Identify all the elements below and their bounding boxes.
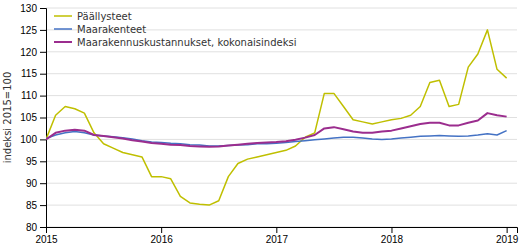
tick-mark (40, 183, 46, 184)
lines (46, 30, 507, 205)
tick: 2019 (496, 227, 519, 245)
tick-mark (40, 30, 46, 31)
legend-swatch (54, 41, 72, 43)
grid-line (46, 73, 517, 74)
legend-swatch (54, 15, 72, 17)
plot: 2015 2016 2017 2018 2019 80 85 90 95 100 105 110 115… (2, 3, 519, 245)
tick: 85 (26, 200, 46, 211)
tick-label: 2018 (381, 234, 404, 245)
tick-mark (40, 118, 46, 119)
legend-item: Maarakennuskustannukset, kokonaisindeksi (54, 37, 296, 48)
tick: 80 (26, 222, 46, 233)
axis-line (40, 9, 47, 228)
tick: 100 (20, 134, 46, 145)
chart: 2015 2016 2017 2018 2019 80 85 90 95 100 105 110 115… (0, 0, 529, 249)
tick-mark (40, 139, 46, 140)
tick: 130 (20, 3, 46, 14)
legend-swatch (54, 28, 72, 30)
legend-label: Päällysteet (77, 11, 132, 22)
tick-mark (40, 227, 46, 228)
tick-mark (161, 227, 162, 233)
grid-line (46, 183, 517, 184)
legend-item: Päällysteet (54, 11, 132, 22)
tick-label: 115 (21, 68, 37, 79)
tick-mark (40, 161, 46, 162)
legend: Päällysteet Maarakenteet Maarakennuskustan… (54, 11, 296, 48)
tick-label: 95 (26, 156, 38, 167)
axis-line (47, 228, 518, 234)
tick-label: 2017 (266, 234, 289, 245)
series-line (46, 30, 507, 205)
tick-mark (40, 8, 46, 9)
tick-label: 90 (26, 178, 38, 189)
tick-mark (40, 52, 46, 53)
tick: 110 (21, 90, 46, 101)
grid-line (46, 139, 517, 140)
tick-label: 80 (26, 222, 38, 233)
tick-mark (276, 227, 277, 233)
legend-label: Maarakenteet (77, 24, 146, 35)
tick-label: 125 (20, 25, 37, 36)
tick-label: 2015 (35, 234, 58, 245)
tick: 2018 (381, 227, 404, 245)
grid-line (46, 117, 517, 118)
grid-line (46, 205, 517, 206)
y-axis-title: indeksi 2015=100 (2, 72, 13, 164)
legend-label: Maarakennuskustannukset, kokonaisindeksi (77, 37, 296, 48)
tick-mark (40, 205, 46, 206)
tick: 125 (20, 25, 46, 36)
grid-line (46, 161, 517, 162)
grid-line (46, 51, 517, 52)
tick: 120 (20, 47, 46, 58)
tick-label: 105 (20, 112, 37, 123)
tick-label: 2019 (496, 234, 519, 245)
tick-mark (507, 227, 508, 233)
tick: 105 (20, 112, 46, 123)
tick-mark (40, 74, 46, 75)
tick: 2017 (266, 227, 289, 245)
grid (46, 8, 517, 227)
tick: 95 (26, 156, 46, 167)
grid-line (46, 95, 517, 96)
tick: 115 (21, 68, 46, 79)
tick: 90 (26, 178, 46, 189)
tick-label: 110 (21, 90, 37, 101)
x-axis: 2015 2016 2017 2018 2019 (35, 227, 518, 245)
legend-item: Maarakenteet (54, 24, 146, 35)
tick: 2016 (151, 227, 174, 245)
tick-label: 120 (20, 47, 37, 58)
tick-label: 100 (20, 134, 37, 145)
tick-label: 85 (26, 200, 38, 211)
y-axis: 80 85 90 95 100 105 110 115 120 125 130 (20, 3, 46, 233)
tick-mark (391, 227, 392, 233)
tick-label: 130 (20, 3, 37, 14)
tick-label: 2016 (151, 234, 174, 245)
tick: 2015 (35, 227, 58, 245)
tick-mark (40, 96, 46, 97)
series-line (46, 113, 507, 147)
grid-line (46, 8, 517, 9)
